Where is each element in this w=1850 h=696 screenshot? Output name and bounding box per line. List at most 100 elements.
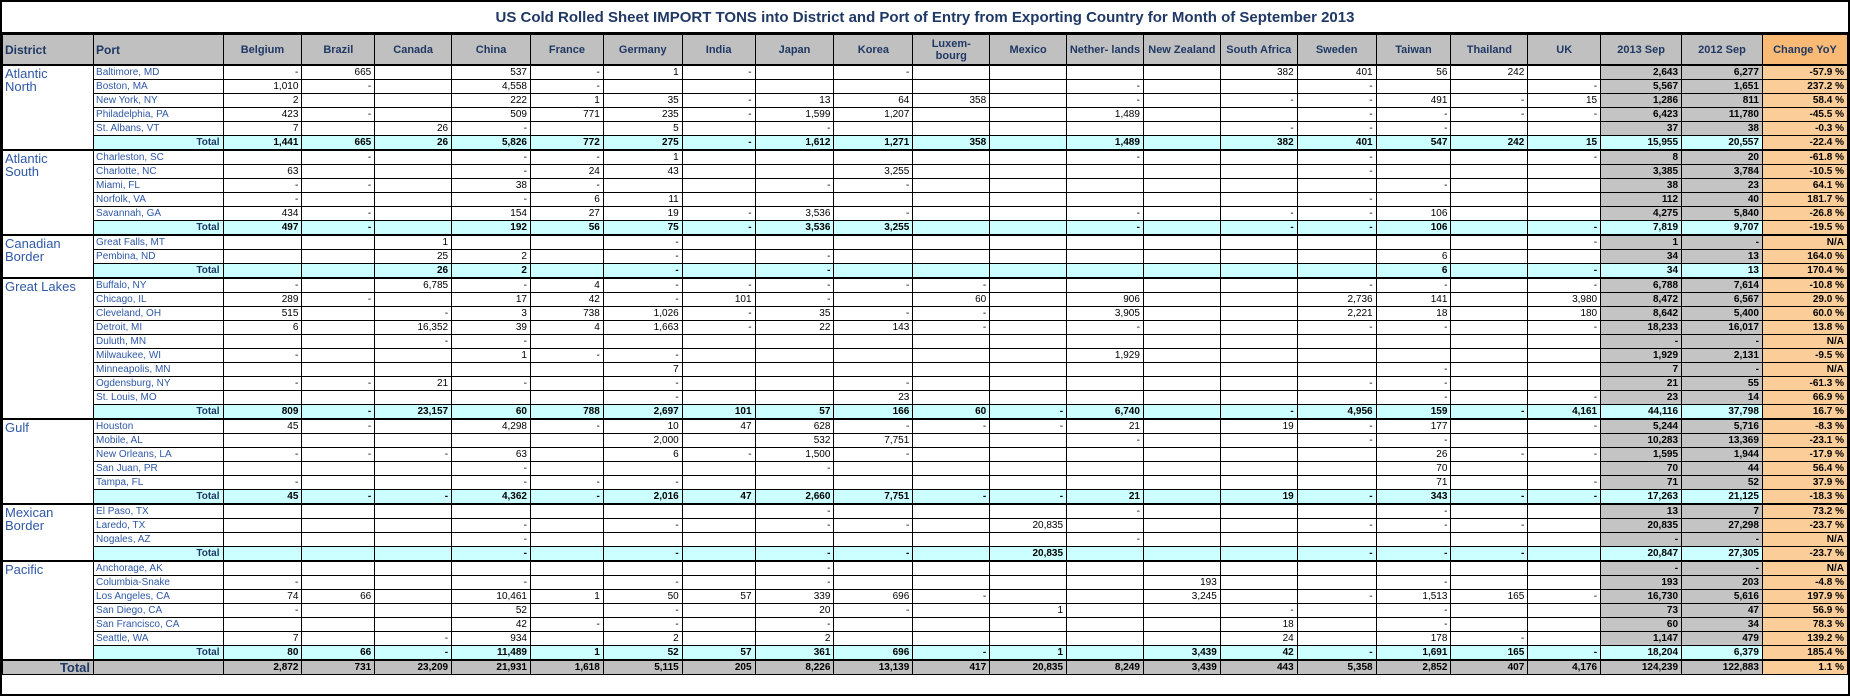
value-cell: - xyxy=(754,121,835,136)
value-cell xyxy=(529,461,604,476)
value-cell: 26 xyxy=(1375,447,1452,462)
value-cell xyxy=(1296,334,1377,349)
value-cell: - xyxy=(374,306,453,321)
column-header-port: Port xyxy=(93,34,224,66)
value-cell: - xyxy=(301,107,376,122)
value-cell xyxy=(374,418,453,434)
yoy-cell: -26.8 % xyxy=(1761,206,1848,221)
value-cell xyxy=(754,64,835,80)
value-cell: 56 xyxy=(1375,64,1452,80)
value-cell: - xyxy=(1527,277,1602,293)
month-total-cell: 27,305 xyxy=(1681,546,1763,562)
value-cell xyxy=(1219,589,1298,604)
value-cell: 1 xyxy=(529,93,604,108)
value-cell: 2,852 xyxy=(1375,659,1452,675)
value-cell: 7 xyxy=(222,631,303,646)
district-total-label: Total xyxy=(93,489,224,505)
yoy-cell: N/A xyxy=(1761,334,1848,349)
value-cell: - xyxy=(754,560,835,576)
value-cell xyxy=(681,546,756,562)
value-cell: 15 xyxy=(1527,93,1602,108)
report-title: US Cold Rolled Sheet IMPORT TONS into Di… xyxy=(2,2,1848,34)
yoy-cell: -10.5 % xyxy=(1761,164,1848,179)
value-cell xyxy=(1142,418,1221,434)
value-cell xyxy=(374,164,453,179)
value-cell xyxy=(1219,560,1298,576)
value-cell: 1 xyxy=(529,645,604,661)
value-cell: - xyxy=(833,306,914,321)
value-cell: 7 xyxy=(222,121,303,136)
value-cell: 1,026 xyxy=(602,306,683,321)
value-cell xyxy=(374,79,453,94)
value-cell xyxy=(912,362,991,377)
value-cell: - xyxy=(1527,645,1602,661)
value-cell xyxy=(912,631,991,646)
district-total-label: Total xyxy=(93,404,224,420)
value-cell xyxy=(1527,617,1602,632)
value-cell xyxy=(602,178,683,193)
value-cell xyxy=(1142,461,1221,476)
month-total-cell: 122,883 xyxy=(1681,659,1763,675)
value-cell: 7,751 xyxy=(833,489,914,505)
yoy-cell: 181.7 % xyxy=(1761,192,1848,207)
value-cell: - xyxy=(301,376,376,391)
value-cell xyxy=(1219,277,1298,293)
month-total-cell: 47 xyxy=(1681,603,1763,618)
value-cell xyxy=(1066,234,1144,250)
month-total-cell: 112 xyxy=(1600,192,1683,207)
value-cell: - xyxy=(602,546,683,562)
value-cell: 45 xyxy=(222,418,303,434)
value-cell xyxy=(1450,362,1529,377)
value-cell xyxy=(222,461,303,476)
value-cell: 6 xyxy=(529,192,604,207)
value-cell xyxy=(1450,532,1529,547)
value-cell xyxy=(912,575,991,590)
value-cell: 159 xyxy=(1375,404,1452,420)
value-cell: - xyxy=(301,149,376,165)
value-cell xyxy=(833,617,914,632)
port-label: Cleveland, OH xyxy=(93,306,224,321)
value-cell xyxy=(301,93,376,108)
value-cell xyxy=(1142,206,1221,221)
value-cell: - xyxy=(1375,178,1452,193)
value-cell xyxy=(681,461,756,476)
value-cell xyxy=(1142,447,1221,462)
value-cell: - xyxy=(754,178,835,193)
value-cell xyxy=(301,518,376,533)
value-cell: 23,157 xyxy=(374,404,453,420)
value-cell xyxy=(222,433,303,448)
month-total-cell: 27,298 xyxy=(1681,518,1763,533)
value-cell xyxy=(222,362,303,377)
value-cell xyxy=(1219,234,1298,250)
month-total-cell: 13 xyxy=(1681,249,1763,264)
value-cell: 401 xyxy=(1296,135,1377,151)
value-cell: 24 xyxy=(529,164,604,179)
district-total-label: Total xyxy=(93,220,224,236)
value-cell: - xyxy=(1296,489,1377,505)
port-label: Columbia-Snake xyxy=(93,575,224,590)
value-cell xyxy=(912,121,991,136)
month-total-cell: 6,277 xyxy=(1681,64,1763,80)
yoy-cell: -0.3 % xyxy=(1761,121,1848,136)
value-cell xyxy=(1142,489,1221,505)
value-cell xyxy=(301,249,376,264)
month-total-cell: 1 xyxy=(1600,234,1683,250)
value-cell xyxy=(681,121,756,136)
value-cell xyxy=(1450,192,1529,207)
column-header-belgium: Belgium xyxy=(222,34,303,66)
value-cell: 26 xyxy=(374,121,453,136)
month-total-cell: - xyxy=(1681,532,1763,547)
month-total-cell: 6,423 xyxy=(1600,107,1683,122)
value-cell xyxy=(833,532,914,547)
value-cell: 382 xyxy=(1219,64,1298,80)
column-header-india: India xyxy=(681,34,756,66)
value-cell: - xyxy=(1527,263,1602,279)
value-cell: 1,207 xyxy=(833,107,914,122)
value-cell xyxy=(681,503,756,519)
value-cell xyxy=(222,518,303,533)
value-cell xyxy=(1142,93,1221,108)
value-cell: - xyxy=(301,489,376,505)
yoy-cell: 13.8 % xyxy=(1761,320,1848,335)
value-cell: 193 xyxy=(1142,575,1221,590)
value-cell xyxy=(833,475,914,490)
